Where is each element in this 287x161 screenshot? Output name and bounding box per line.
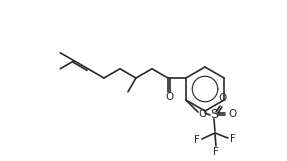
Text: O: O xyxy=(198,109,207,119)
Text: F: F xyxy=(213,147,219,157)
Text: S: S xyxy=(210,109,218,122)
Text: O: O xyxy=(165,93,173,103)
Text: O: O xyxy=(229,109,237,119)
Text: F: F xyxy=(230,134,236,144)
Text: F: F xyxy=(194,135,200,145)
Text: O: O xyxy=(219,93,227,103)
